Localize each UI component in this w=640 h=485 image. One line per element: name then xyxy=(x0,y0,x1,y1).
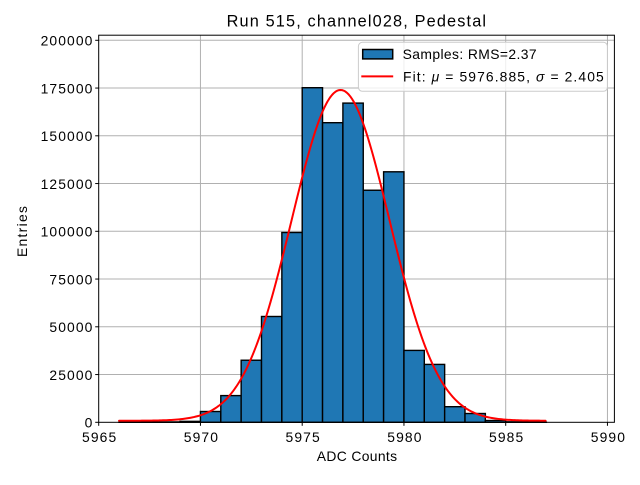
svg-text:125000: 125000 xyxy=(41,176,94,192)
svg-text:5985: 5985 xyxy=(489,429,524,445)
svg-text:5990: 5990 xyxy=(591,429,626,445)
svg-text:175000: 175000 xyxy=(41,80,94,96)
svg-text:150000: 150000 xyxy=(41,128,94,144)
svg-text:Fit: μ = 5976.885, σ = 2.405: Fit: μ = 5976.885, σ = 2.405 xyxy=(403,68,605,84)
svg-text:50000: 50000 xyxy=(49,319,93,335)
svg-text:200000: 200000 xyxy=(41,33,94,49)
svg-text:5980: 5980 xyxy=(387,429,422,445)
svg-text:100000: 100000 xyxy=(41,224,94,240)
svg-text:Entries: Entries xyxy=(14,205,30,257)
svg-text:0: 0 xyxy=(85,415,94,431)
svg-text:25000: 25000 xyxy=(49,367,93,383)
svg-text:5970: 5970 xyxy=(184,429,219,445)
svg-text:75000: 75000 xyxy=(49,271,93,287)
svg-text:5965: 5965 xyxy=(82,429,117,445)
svg-text:ADC Counts: ADC Counts xyxy=(317,448,398,464)
svg-text:5975: 5975 xyxy=(286,429,321,445)
svg-text:Run 515, channel028, Pedestal: Run 515, channel028, Pedestal xyxy=(227,12,488,30)
svg-text:Samples: RMS=2.37: Samples: RMS=2.37 xyxy=(403,46,537,62)
